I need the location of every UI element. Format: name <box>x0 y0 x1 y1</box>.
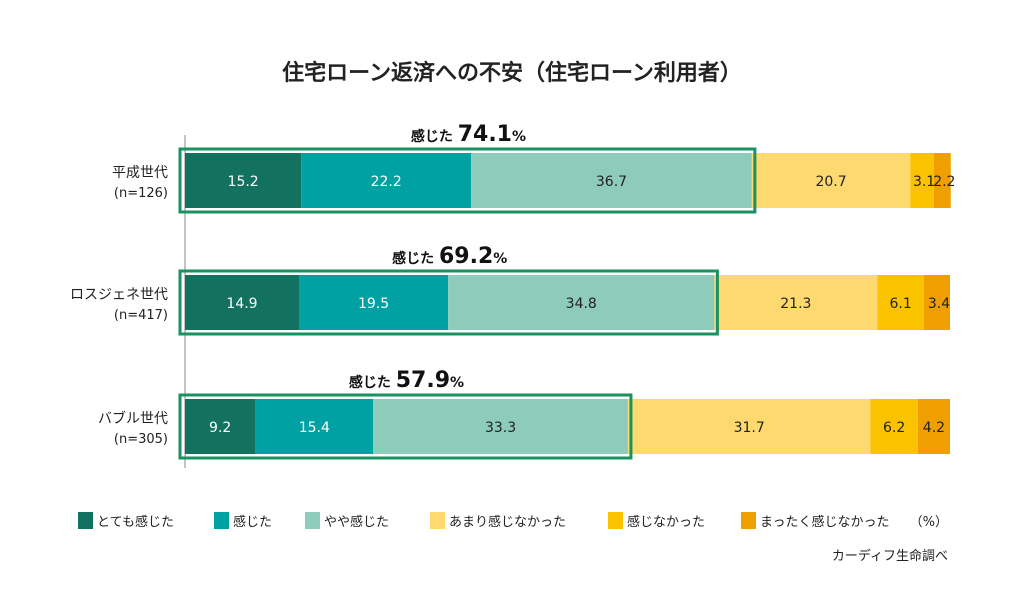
bar-segment <box>751 153 911 208</box>
bar-row: バブル世代 (n=305) 9.2 15.4 33.3 31.7 6.2 4.2 感じた 57.… <box>98 368 950 460</box>
data-label: 20.7 <box>815 174 846 190</box>
legend-item: とても感じた <box>78 512 174 530</box>
data-label: 3.1 <box>913 174 935 190</box>
legend-label: 感じなかった <box>627 514 705 530</box>
data-label: 3.4 <box>928 296 950 312</box>
felt-total-label: 感じた 57.9% <box>349 368 464 393</box>
legend-swatch <box>741 512 756 529</box>
unit-label: （%） <box>910 515 948 530</box>
legend-swatch <box>430 512 445 529</box>
data-label: 21.3 <box>780 296 811 312</box>
data-label: 6.1 <box>890 296 912 312</box>
bar-segment <box>714 275 878 330</box>
bar-segment <box>471 153 752 208</box>
data-label: 6.2 <box>883 420 905 436</box>
chart-title: 住宅ローン返済への不安（住宅ローン利用者） <box>282 60 742 86</box>
data-label: 4.2 <box>923 420 945 436</box>
bar-segment <box>877 275 924 330</box>
bar-segment <box>185 399 256 454</box>
legend-label: まったく感じなかった <box>760 514 889 530</box>
bar-segment <box>917 399 950 454</box>
legend-swatch <box>78 512 93 529</box>
data-label: 34.8 <box>566 296 597 312</box>
data-label: 15.4 <box>299 420 330 436</box>
bar-segment <box>923 275 950 330</box>
legend-label: とても感じた <box>97 514 174 530</box>
felt-highlight-box <box>178 147 757 214</box>
bar-segment <box>373 399 628 454</box>
bar-segment <box>870 399 918 454</box>
legend-swatch <box>608 512 623 529</box>
data-label: 14.9 <box>226 296 257 312</box>
bar-segment <box>910 153 934 208</box>
data-label: 33.3 <box>485 420 516 436</box>
legend-label: やや感じた <box>324 514 389 530</box>
data-label: 9.2 <box>209 420 231 436</box>
category-label: バブル世代 <box>98 410 168 427</box>
category-n-label: (n=417) <box>114 308 168 323</box>
category-label: 平成世代 <box>112 165 168 181</box>
bar-segment <box>298 275 449 330</box>
bar-segment <box>627 399 871 454</box>
bar-row: ロスジェネ世代 (n=417) 14.9 19.5 34.8 21.3 6.1 3.4 感じた … <box>70 244 950 336</box>
bar-segment <box>301 153 472 208</box>
bar-segment <box>255 399 374 454</box>
felt-total-label: 感じた 69.2% <box>392 244 507 269</box>
data-label: 36.7 <box>596 174 627 190</box>
bar-row: 平成世代 (n=126) 15.2 22.2 36.7 20.7 3.12.2 感じた 74.… <box>112 122 955 214</box>
data-label: 19.5 <box>358 296 389 312</box>
bar-segment <box>185 153 302 208</box>
legend-item: 感じた <box>214 512 272 530</box>
legend-label: 感じた <box>233 514 272 530</box>
category-n-label: (n=126) <box>114 186 168 201</box>
legend-item: あまり感じなかった <box>430 512 566 530</box>
data-label: 2.2 <box>933 174 955 190</box>
data-label: 15.2 <box>228 174 259 190</box>
felt-highlight-box <box>178 269 719 336</box>
category-n-label: (n=305) <box>114 432 168 447</box>
source-note: カーディフ生命調べ <box>832 548 948 564</box>
legend-item: まったく感じなかった <box>741 512 889 530</box>
felt-total-label: 感じた 74.1% <box>411 122 526 147</box>
legend-swatch <box>305 512 320 529</box>
bar-segment <box>448 275 715 330</box>
data-label: 31.7 <box>734 420 765 436</box>
felt-highlight-box <box>178 393 633 460</box>
legend-item: やや感じた <box>305 512 389 530</box>
bar-segment <box>185 275 299 330</box>
bar-segment <box>933 153 951 208</box>
data-label: 22.2 <box>371 174 402 190</box>
legend-item: 感じなかった <box>608 512 705 530</box>
legend-swatch <box>214 512 229 529</box>
category-label: ロスジェネ世代 <box>70 287 168 303</box>
legend-label: あまり感じなかった <box>449 514 566 530</box>
